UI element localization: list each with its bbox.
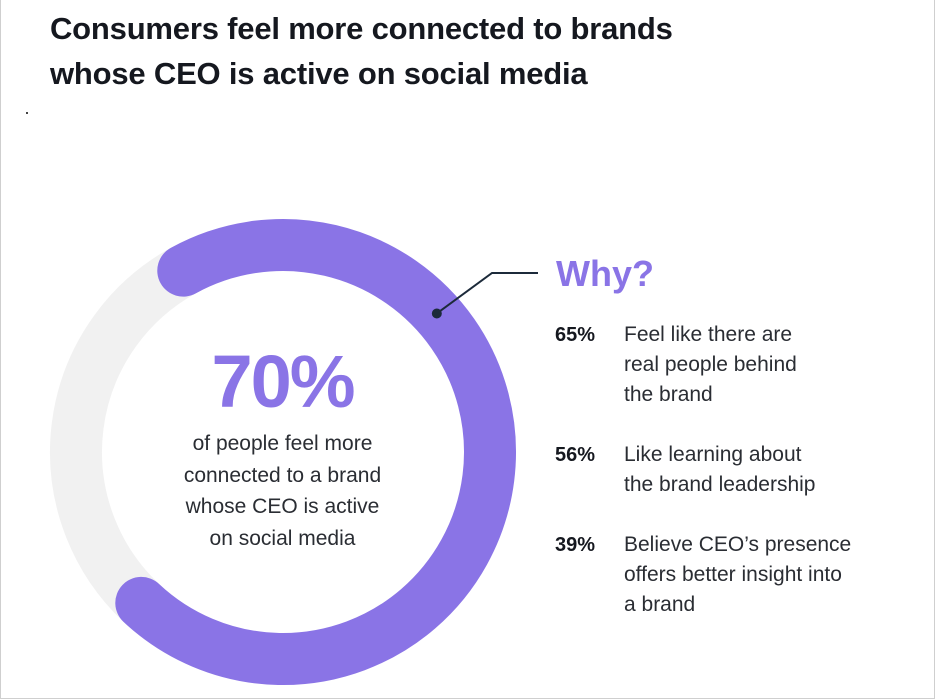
donut-track-slice xyxy=(50,247,197,622)
reason-text-line: real people behind xyxy=(624,353,797,376)
why-heading: Why? xyxy=(556,253,654,294)
reason-text-line: Feel like there are xyxy=(624,323,793,346)
reason-text: Feel like there are real people behind t… xyxy=(624,320,909,410)
reason-text: Like learning about the brand leadership xyxy=(624,440,909,500)
center-percentage: 70% xyxy=(211,340,355,423)
reason-text-line: the brand xyxy=(624,383,713,406)
center-description-line: on social media xyxy=(209,526,356,550)
chart-title: Consumers feel more connected to brands … xyxy=(50,6,850,96)
reason-text-line: the brand leadership xyxy=(624,473,816,496)
stray-dot xyxy=(26,112,28,114)
chart-title-line-1: Consumers feel more connected to brands xyxy=(50,11,673,46)
reason-percent: 65% xyxy=(555,324,596,346)
chart-title-line-2: whose CEO is active on social media xyxy=(50,56,588,91)
center-description-line: connected to a brand xyxy=(183,463,382,487)
reason-text-line: offers better insight into xyxy=(624,563,842,586)
reason-text-line: Like learning about xyxy=(624,443,802,466)
reason-text-line: Believe CEO’s presence xyxy=(624,533,852,556)
reason-percent: 39% xyxy=(555,534,596,556)
callout-leader-dot xyxy=(431,308,442,319)
callout-leader-line xyxy=(436,272,538,315)
center-description: of people feel more connected to a brand… xyxy=(140,428,425,554)
reason-text-line: a brand xyxy=(624,593,696,616)
donut-value-slice xyxy=(115,219,516,685)
reason-percent: 56% xyxy=(555,444,596,466)
center-description-line: of people feel more xyxy=(192,432,373,455)
center-description-line: whose CEO is active xyxy=(185,495,380,518)
reason-text: Believe CEO’s presence offers better ins… xyxy=(624,530,909,620)
